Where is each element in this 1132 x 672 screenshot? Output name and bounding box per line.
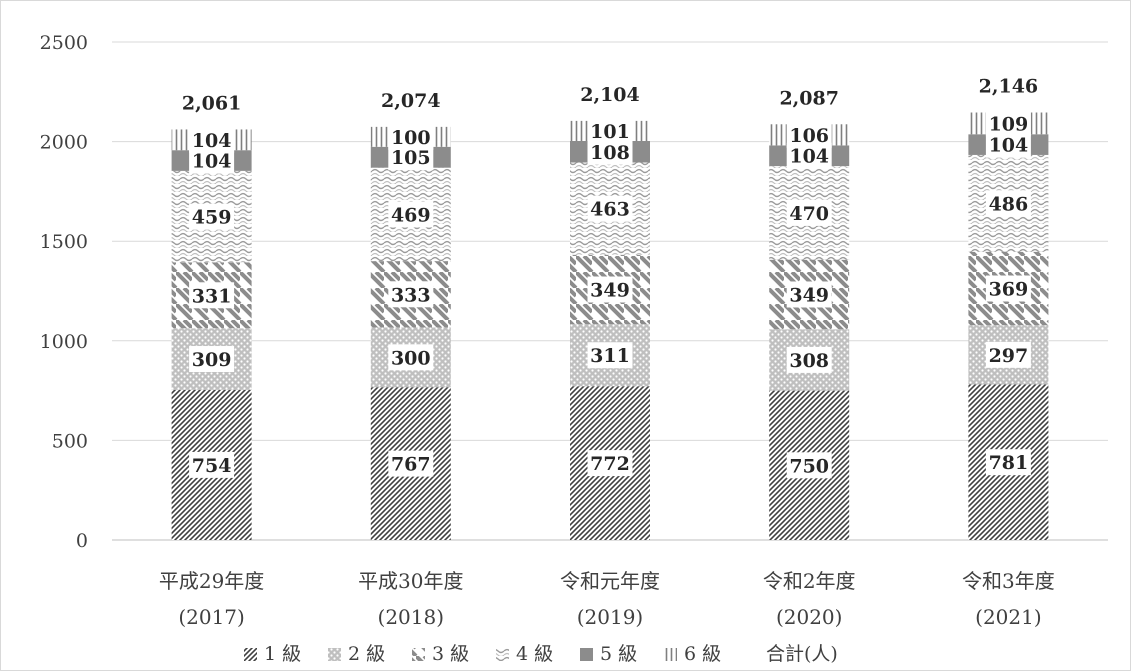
data-label-bg [189, 203, 235, 230]
data-label: 300 [391, 347, 431, 369]
data-label: 108 [590, 142, 630, 164]
data-label-bg [985, 275, 1031, 302]
y-tick-label: 1000 [40, 331, 88, 353]
legend-swatch [328, 648, 341, 661]
data-label-bg [786, 346, 832, 373]
data-label: 104 [192, 151, 232, 173]
data-label: 333 [391, 284, 431, 306]
y-tick-label: 0 [76, 530, 88, 552]
data-label-bg [189, 126, 235, 153]
legend-swatch [496, 648, 509, 661]
data-label: 469 [391, 204, 431, 226]
data-label: 772 [590, 453, 630, 475]
data-label-bg [587, 342, 633, 369]
data-label: 470 [789, 203, 829, 225]
x-category-label: 令和元年度 [560, 569, 660, 593]
x-category-label: 平成29年度 [159, 569, 264, 593]
data-label-bg [587, 450, 633, 477]
data-label-bg [786, 281, 832, 308]
data-label-bg [985, 190, 1031, 217]
data-label-bg [388, 344, 434, 371]
legend-label: 3 級 [432, 643, 469, 665]
data-label: 463 [590, 199, 630, 221]
legend-label-total: 合計(人) [766, 643, 838, 665]
y-tick-label: 2000 [40, 132, 88, 154]
data-label: 349 [789, 284, 829, 306]
x-category-year: (2020) [776, 605, 843, 629]
data-label: 106 [789, 125, 829, 147]
data-label-bg [587, 195, 633, 222]
data-label-bg [189, 346, 235, 373]
data-label: 105 [391, 147, 431, 169]
data-label: 100 [391, 127, 431, 149]
data-label: 781 [989, 452, 1029, 474]
data-label: 309 [192, 349, 232, 371]
data-label: 311 [590, 345, 630, 367]
data-label-bg [587, 276, 633, 303]
data-label: 104 [989, 135, 1029, 157]
data-label-bg [388, 123, 434, 150]
data-label-bg [388, 201, 434, 228]
legend-label: 6 級 [684, 643, 721, 665]
total-label: 2,061 [182, 92, 242, 114]
data-label: 369 [989, 279, 1029, 301]
legend-label: 2 級 [348, 643, 385, 665]
y-tick-label: 2500 [40, 32, 88, 54]
legend-swatch [412, 648, 425, 661]
data-label-bg [388, 450, 434, 477]
data-label: 459 [192, 207, 232, 229]
data-label: 104 [192, 130, 232, 152]
data-label: 308 [789, 350, 829, 372]
total-label: 2,074 [381, 90, 441, 112]
legend-swatch [244, 648, 257, 661]
data-label: 767 [391, 454, 431, 476]
legend-label: 1 級 [264, 643, 301, 665]
legend-swatch [664, 648, 677, 661]
legend-label: 5 級 [600, 643, 637, 665]
data-label: 109 [989, 113, 1029, 135]
data-label-bg [985, 341, 1031, 368]
x-category-label: 令和3年度 [962, 569, 1055, 593]
x-category-year: (2017) [178, 605, 245, 629]
data-label: 349 [590, 280, 630, 302]
total-label: 2,087 [779, 87, 839, 109]
x-category-label: 令和2年度 [763, 569, 856, 593]
x-category-year: (2019) [577, 605, 644, 629]
data-label-bg [985, 449, 1031, 476]
data-label-bg [786, 452, 832, 479]
legend-swatch [580, 648, 593, 661]
data-label-bg [786, 121, 832, 148]
data-label-bg [189, 282, 235, 309]
data-label: 331 [192, 285, 232, 307]
data-label-bg [985, 110, 1031, 137]
data-label: 486 [989, 193, 1029, 215]
data-label: 754 [192, 455, 232, 477]
data-label: 750 [789, 455, 829, 477]
x-category-year: (2018) [378, 605, 445, 629]
data-label: 101 [590, 121, 630, 143]
data-label-bg [189, 451, 235, 478]
x-category-label: 平成30年度 [358, 569, 463, 593]
data-label-bg [388, 281, 434, 308]
x-category-year: (2021) [975, 605, 1042, 629]
data-label: 104 [789, 146, 829, 168]
total-label: 2,104 [580, 84, 640, 106]
y-tick-label: 1500 [40, 231, 88, 253]
y-tick-label: 500 [52, 430, 88, 452]
data-label-bg [587, 117, 633, 144]
data-label: 297 [989, 345, 1029, 367]
total-label: 2,146 [979, 76, 1039, 98]
data-label-bg [786, 199, 832, 226]
legend-label: 4 級 [516, 643, 553, 665]
